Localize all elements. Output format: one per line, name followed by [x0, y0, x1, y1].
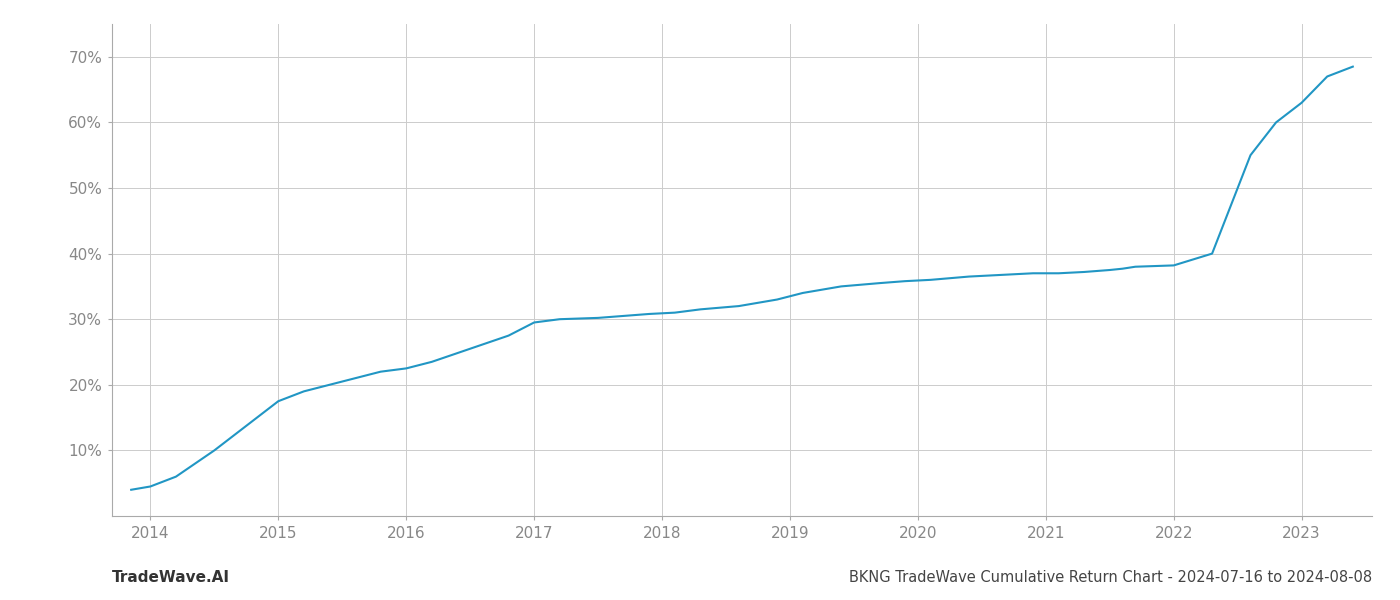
Text: BKNG TradeWave Cumulative Return Chart - 2024-07-16 to 2024-08-08: BKNG TradeWave Cumulative Return Chart -… [848, 570, 1372, 585]
Text: TradeWave.AI: TradeWave.AI [112, 570, 230, 585]
